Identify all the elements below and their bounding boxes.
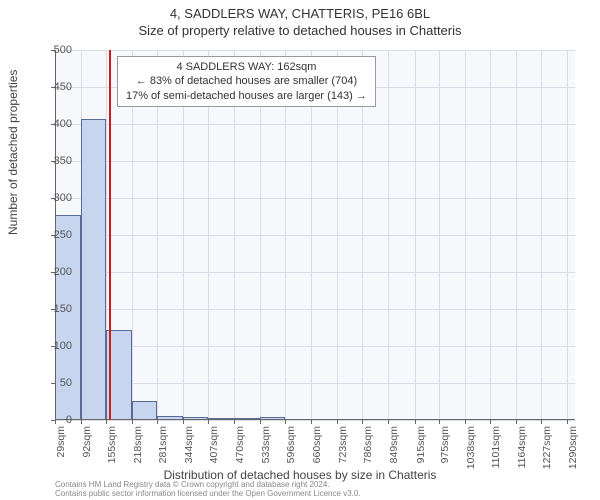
gridline-horizontal <box>55 309 575 310</box>
x-tick-label: 218sqm <box>132 426 144 486</box>
x-tick-label: 975sqm <box>439 426 451 486</box>
y-tick-label: 200 <box>32 266 72 278</box>
gridline-horizontal <box>55 198 575 199</box>
histogram-bar <box>132 401 158 420</box>
x-tick-label: 281sqm <box>157 426 169 486</box>
gridline-vertical <box>490 50 491 420</box>
x-tick-mark <box>388 420 389 424</box>
x-tick-label: 1227sqm <box>541 426 553 486</box>
chart-title-address: 4, SADDLERS WAY, CHATTERIS, PE16 6BL <box>0 6 600 21</box>
y-axis-label: Number of detached properties <box>6 70 20 235</box>
footer-line2: Contains public sector information licen… <box>55 489 361 498</box>
x-tick-mark <box>285 420 286 424</box>
x-tick-label: 1164sqm <box>516 426 528 486</box>
gridline-horizontal <box>55 235 575 236</box>
x-axis-line <box>55 419 575 420</box>
x-tick-mark <box>157 420 158 424</box>
x-tick-mark <box>415 420 416 424</box>
x-tick-label: 92sqm <box>81 426 93 486</box>
x-tick-label: 723sqm <box>337 426 349 486</box>
x-tick-label: 533sqm <box>260 426 272 486</box>
x-tick-label: 786sqm <box>362 426 374 486</box>
gridline-vertical <box>541 50 542 420</box>
x-tick-mark <box>362 420 363 424</box>
x-tick-label: 660sqm <box>311 426 323 486</box>
x-tick-label: 849sqm <box>388 426 400 486</box>
y-tick-label: 150 <box>32 303 72 315</box>
gridline-vertical <box>516 50 517 420</box>
y-tick-label: 500 <box>32 44 72 56</box>
gridline-vertical <box>465 50 466 420</box>
x-tick-label: 29sqm <box>55 426 67 486</box>
x-tick-label: 915sqm <box>415 426 427 486</box>
plot-area: 4 SADDLERS WAY: 162sqm← 83% of detached … <box>55 50 575 420</box>
gridline-vertical <box>567 50 568 420</box>
gridline-vertical <box>439 50 440 420</box>
gridline-horizontal <box>55 272 575 273</box>
histogram-bar <box>55 215 81 420</box>
x-tick-label: 470sqm <box>234 426 246 486</box>
chart-title-subtitle: Size of property relative to detached ho… <box>0 23 600 38</box>
annotation-line1: 4 SADDLERS WAY: 162sqm <box>126 60 367 74</box>
x-tick-label: 344sqm <box>183 426 195 486</box>
y-tick-label: 0 <box>32 414 72 426</box>
x-tick-mark <box>311 420 312 424</box>
chart-title-block: 4, SADDLERS WAY, CHATTERIS, PE16 6BL Siz… <box>0 6 600 38</box>
x-tick-mark <box>490 420 491 424</box>
y-tick-label: 300 <box>32 192 72 204</box>
annotation-line2: ← 83% of detached houses are smaller (70… <box>126 74 367 88</box>
gridline-horizontal <box>55 124 575 125</box>
x-tick-label: 407sqm <box>208 426 220 486</box>
x-tick-mark <box>208 420 209 424</box>
annotation-box: 4 SADDLERS WAY: 162sqm← 83% of detached … <box>117 56 376 107</box>
x-tick-label: 1290sqm <box>567 426 579 486</box>
gridline-horizontal <box>55 161 575 162</box>
y-tick-label: 250 <box>32 229 72 241</box>
gridline-horizontal <box>55 50 575 51</box>
y-tick-label: 400 <box>32 118 72 130</box>
x-tick-mark <box>81 420 82 424</box>
x-tick-label: 155sqm <box>106 426 118 486</box>
x-tick-mark <box>516 420 517 424</box>
x-tick-mark <box>337 420 338 424</box>
annotation-line3: 17% of semi-detached houses are larger (… <box>126 89 367 103</box>
x-tick-label: 596sqm <box>285 426 297 486</box>
subject-property-marker <box>109 50 111 420</box>
x-tick-mark <box>439 420 440 424</box>
x-tick-label: 1038sqm <box>465 426 477 486</box>
x-tick-mark <box>567 420 568 424</box>
x-tick-mark <box>106 420 107 424</box>
x-tick-mark <box>260 420 261 424</box>
gridline-vertical <box>415 50 416 420</box>
x-tick-mark <box>234 420 235 424</box>
gridline-horizontal <box>55 346 575 347</box>
y-tick-label: 450 <box>32 81 72 93</box>
gridline-horizontal <box>55 383 575 384</box>
y-tick-label: 50 <box>32 377 72 389</box>
x-tick-mark <box>132 420 133 424</box>
histogram-bar <box>81 119 107 420</box>
gridline-horizontal <box>55 420 575 421</box>
x-tick-mark <box>183 420 184 424</box>
gridline-vertical <box>388 50 389 420</box>
y-tick-label: 100 <box>32 340 72 352</box>
y-tick-label: 350 <box>32 155 72 167</box>
x-tick-mark <box>541 420 542 424</box>
x-tick-mark <box>465 420 466 424</box>
x-tick-label: 1101sqm <box>490 426 502 486</box>
